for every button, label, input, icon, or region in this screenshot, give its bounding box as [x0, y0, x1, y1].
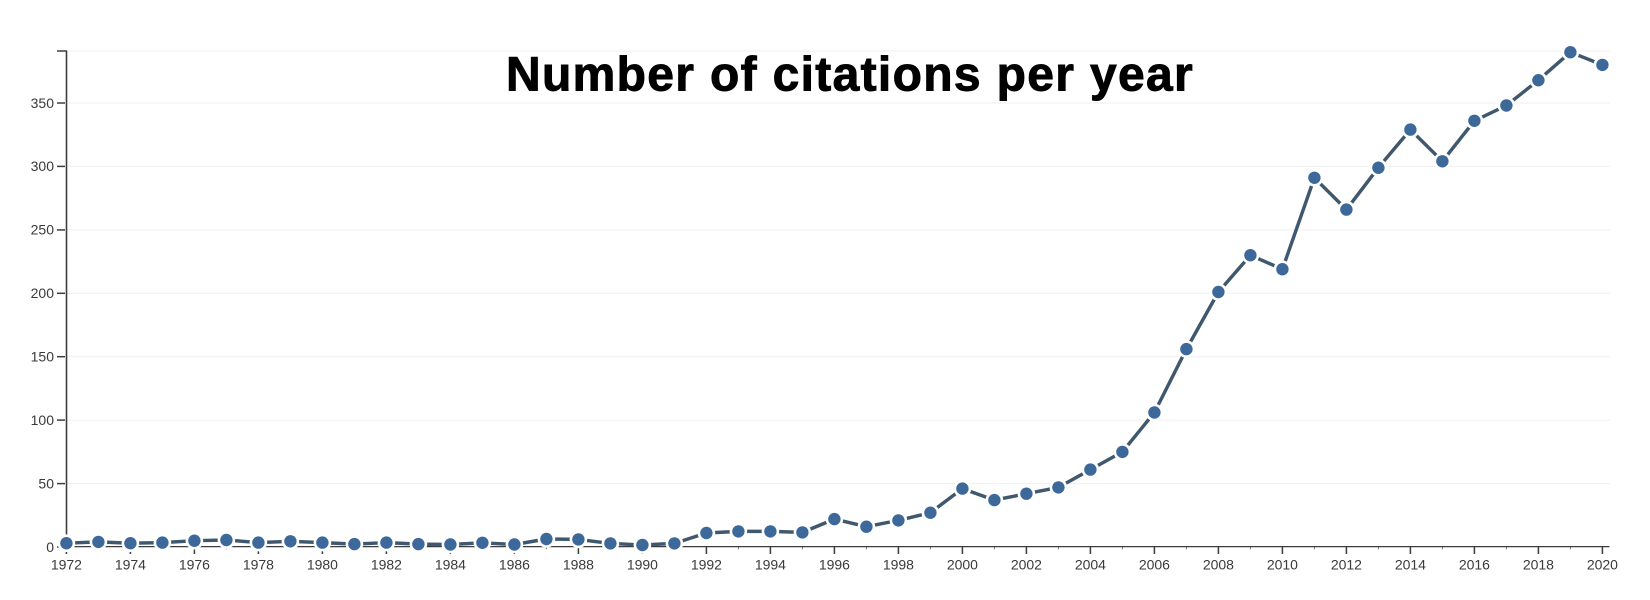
- svg-text:150: 150: [31, 349, 55, 365]
- svg-text:Number of citations per year: Number of citations per year: [506, 49, 1194, 102]
- svg-text:2016: 2016: [1459, 557, 1490, 573]
- svg-text:2008: 2008: [1203, 557, 1234, 573]
- svg-text:1990: 1990: [627, 557, 658, 573]
- svg-text:100: 100: [31, 412, 55, 428]
- svg-text:300: 300: [31, 158, 55, 174]
- svg-text:1976: 1976: [179, 557, 210, 573]
- svg-text:200: 200: [31, 285, 55, 301]
- svg-text:2012: 2012: [1331, 557, 1362, 573]
- svg-text:350: 350: [31, 95, 55, 111]
- svg-text:1988: 1988: [563, 557, 594, 573]
- svg-text:2002: 2002: [1011, 557, 1042, 573]
- svg-text:2010: 2010: [1267, 557, 1298, 573]
- svg-text:250: 250: [31, 222, 55, 238]
- svg-text:1982: 1982: [371, 557, 402, 573]
- svg-text:1996: 1996: [819, 557, 850, 573]
- svg-text:1986: 1986: [499, 557, 530, 573]
- svg-text:2006: 2006: [1139, 557, 1170, 573]
- svg-text:2004: 2004: [1075, 557, 1106, 573]
- svg-text:2018: 2018: [1523, 557, 1554, 573]
- svg-text:1974: 1974: [115, 557, 146, 573]
- svg-text:1978: 1978: [243, 557, 274, 573]
- svg-text:50: 50: [38, 475, 54, 491]
- svg-text:1998: 1998: [883, 557, 914, 573]
- svg-text:1984: 1984: [435, 557, 466, 573]
- svg-text:2000: 2000: [947, 557, 978, 573]
- svg-text:2020: 2020: [1587, 557, 1618, 573]
- svg-text:0: 0: [46, 539, 54, 555]
- svg-text:1992: 1992: [691, 557, 722, 573]
- svg-text:1980: 1980: [307, 557, 338, 573]
- svg-text:1994: 1994: [755, 557, 786, 573]
- svg-text:1972: 1972: [51, 557, 82, 573]
- svg-text:2014: 2014: [1395, 557, 1426, 573]
